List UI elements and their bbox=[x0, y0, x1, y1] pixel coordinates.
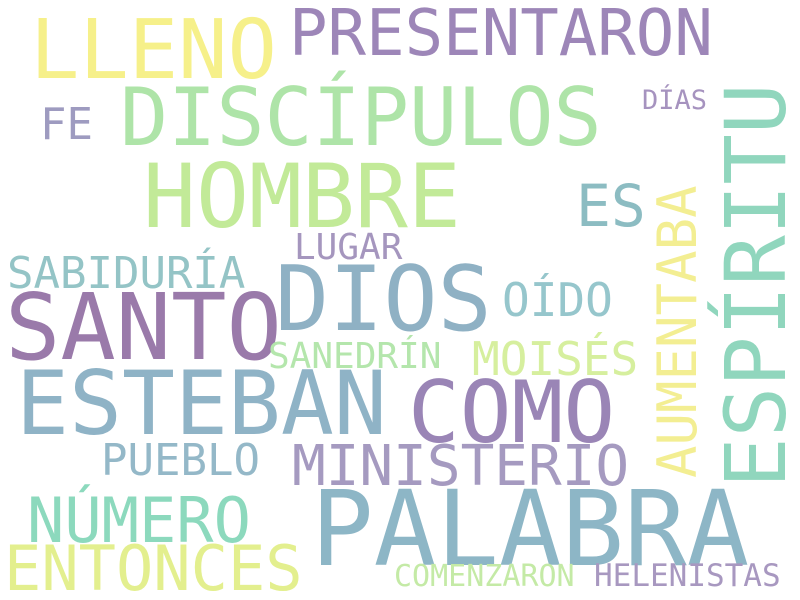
word-lugar: LUGAR bbox=[294, 227, 403, 268]
word-numero: NÚMERO bbox=[27, 484, 251, 557]
word-es: ES bbox=[576, 172, 646, 240]
word-moises: MOISÉS bbox=[472, 332, 639, 386]
word-helenistas: HELENISTAS bbox=[594, 558, 781, 594]
word-entonces: ENTONCES bbox=[4, 532, 303, 600]
word-como: COMO bbox=[408, 363, 616, 463]
word-sabiduria: SABIDURÍA bbox=[7, 248, 246, 299]
word-fe: FE bbox=[40, 99, 93, 150]
word-dias: DÍAS bbox=[642, 85, 708, 116]
word-sanedrin: SANEDRÍN bbox=[268, 336, 442, 377]
word-dios: DIOS bbox=[275, 247, 492, 352]
word-presentaron: PRESENTARON bbox=[289, 0, 713, 71]
word-oido: OÍDO bbox=[502, 273, 613, 327]
word-hombre: HOMBRE bbox=[143, 145, 461, 248]
word-lleno: LLENO bbox=[30, 3, 277, 98]
word-ministerio: MINISTERIO bbox=[292, 434, 630, 499]
word-comenzaron: COMENZARON bbox=[394, 559, 575, 594]
word-espiritu: ESPÍRITU bbox=[707, 83, 800, 488]
word-palabra: PALABRA bbox=[311, 468, 750, 590]
word-pueblo: PUEBLO bbox=[101, 435, 260, 486]
word-aumentaba: AUMENTABA bbox=[646, 185, 709, 478]
word-esteban: ESTEBAN bbox=[16, 352, 387, 455]
word-santo: SANTO bbox=[5, 274, 282, 381]
word-discipulos: DISCÍPULOS bbox=[120, 71, 602, 164]
